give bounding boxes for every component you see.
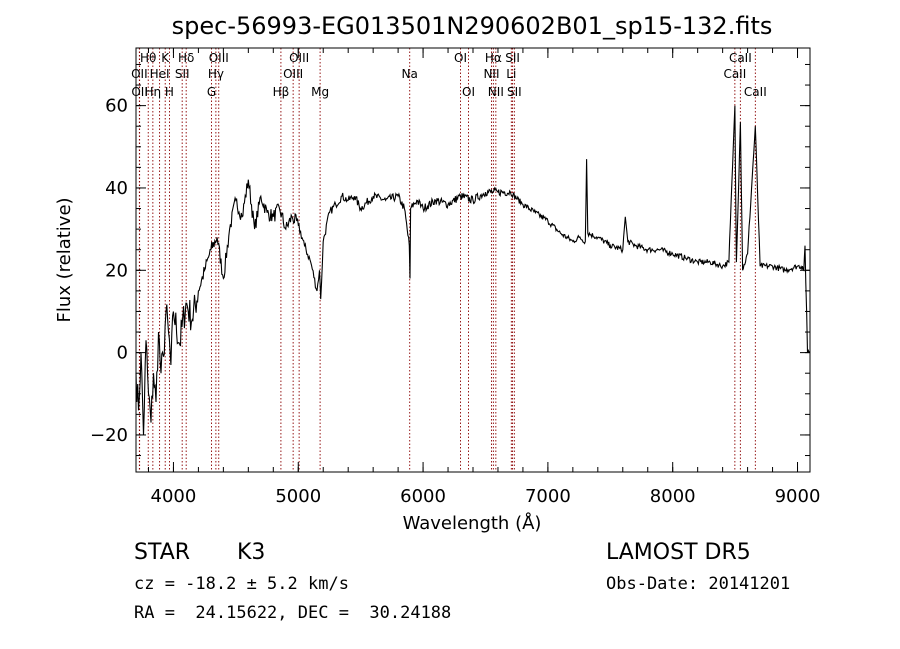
y-tick-label: 20 <box>105 260 128 281</box>
line-marker-label: Hγ <box>208 67 224 81</box>
observation-date: Obs-Date: 20141201 <box>606 574 791 594</box>
line-marker-label: SII <box>505 51 520 65</box>
x-axis: 4000 5000 6000 7000 8000 9000 <box>147 48 821 507</box>
chart-title: spec-56993-EG013501N290602B01_sp15-132.f… <box>172 12 773 40</box>
spectrum-series-line <box>135 105 811 436</box>
line-marker-label: Na <box>402 67 418 81</box>
line-marker-label: Mg <box>311 85 329 99</box>
line-marker-label: G <box>207 85 216 99</box>
redshift-velocity: cz = -18.2 ± 5.2 km/s <box>134 574 349 594</box>
survey-name: LAMOST DR5 <box>606 540 751 565</box>
line-marker-label: OIII <box>283 67 303 81</box>
line-marker-label: CaII <box>729 51 752 65</box>
line-marker-label: Li <box>506 67 516 81</box>
line-marker-label: OI <box>454 51 467 65</box>
x-tick-label: 9000 <box>775 486 821 507</box>
line-marker-label: OII <box>131 85 148 99</box>
plot-frame <box>135 47 811 473</box>
plot-area <box>135 105 811 436</box>
coordinates: RA = 24.15622, DEC = 30.24188 <box>134 603 452 623</box>
line-marker-label: OII <box>131 67 148 81</box>
object-class: STAR <box>134 540 191 565</box>
y-tick-label: −20 <box>90 425 128 446</box>
spectral-line-markers <box>138 48 756 472</box>
line-marker-label: CaII <box>744 85 767 99</box>
y-tick-label: 60 <box>105 96 128 117</box>
line-marker-label: H <box>165 85 174 99</box>
line-marker-label: OIII <box>289 51 309 65</box>
line-marker-label: SII <box>175 67 190 81</box>
line-marker-label: Hα <box>485 51 502 65</box>
line-marker-label: Hδ <box>178 51 194 65</box>
y-axis: −20 0 20 40 60 <box>90 63 810 457</box>
line-marker-label: NII <box>483 67 499 81</box>
line-marker-label: Hβ <box>273 85 290 99</box>
y-tick-label: 40 <box>105 178 128 199</box>
line-marker-label: K <box>161 51 170 65</box>
x-axis-label: Wavelength (Å) <box>403 512 542 534</box>
line-marker-label: NII <box>488 85 504 99</box>
x-tick-label: 5000 <box>275 486 321 507</box>
x-tick-label: 8000 <box>650 486 696 507</box>
x-tick-label: 4000 <box>151 486 197 507</box>
object-subclass: K3 <box>237 540 266 565</box>
y-tick-label: 0 <box>117 343 128 364</box>
line-marker-label: HeI <box>150 67 170 81</box>
line-marker-label: Hθ <box>140 51 156 65</box>
y-axis-label: Flux (relative) <box>54 197 75 322</box>
line-marker-label: CaII <box>723 67 746 81</box>
line-marker-label: OIII <box>209 51 229 65</box>
line-marker-label: OI <box>462 85 475 99</box>
line-marker-label: SII <box>507 85 522 99</box>
line-marker-label: Hη <box>145 85 162 99</box>
x-tick-label: 7000 <box>525 486 571 507</box>
x-tick-label: 6000 <box>400 486 446 507</box>
